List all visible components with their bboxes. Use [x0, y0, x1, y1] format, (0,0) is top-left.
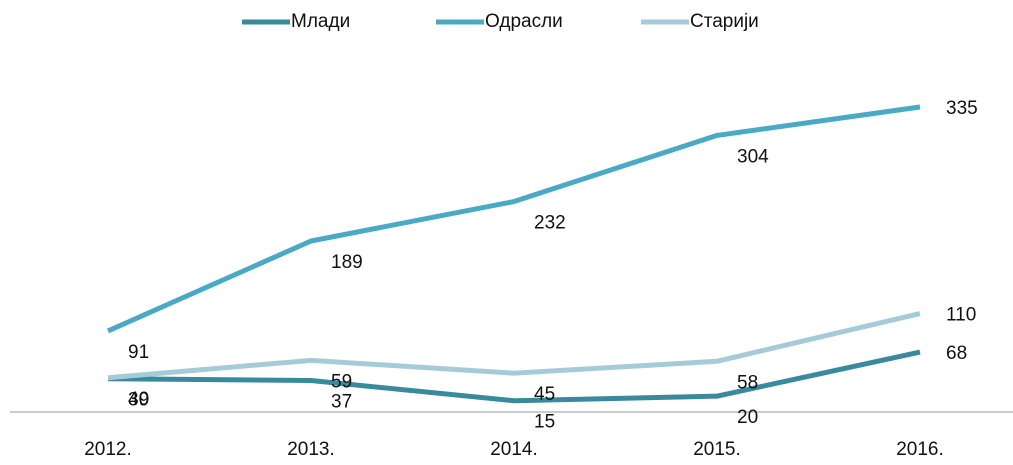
- x-tick-label: 2012.: [84, 439, 132, 460]
- data-label: 45: [534, 384, 555, 405]
- data-label: 335: [946, 98, 978, 119]
- x-tick-label: 2015.: [693, 439, 741, 460]
- data-label: 68: [946, 343, 967, 364]
- series-line: [107, 311, 921, 381]
- data-label: 232: [534, 213, 566, 234]
- data-label: 189: [331, 252, 363, 273]
- legend-label: Одрасли: [485, 11, 563, 32]
- series-line: [106, 104, 921, 334]
- x-tick-label: 2014.: [490, 439, 538, 460]
- data-label: 20: [737, 407, 758, 428]
- x-tick-label: 2016.: [896, 439, 944, 460]
- data-label: 58: [737, 372, 758, 393]
- data-label: 37: [331, 392, 352, 413]
- x-tick-label: 2013.: [287, 439, 335, 460]
- data-label: 15: [534, 412, 555, 433]
- data-label: 91: [128, 342, 149, 363]
- legend-label: Старији: [690, 11, 759, 32]
- data-label: 39: [128, 390, 149, 411]
- series-line: [107, 349, 921, 404]
- data-label: 110: [946, 305, 976, 326]
- legend-label: Млади: [291, 11, 350, 32]
- data-label: 304: [737, 146, 769, 167]
- data-label: 40: [128, 389, 149, 410]
- data-label: 59: [331, 371, 352, 392]
